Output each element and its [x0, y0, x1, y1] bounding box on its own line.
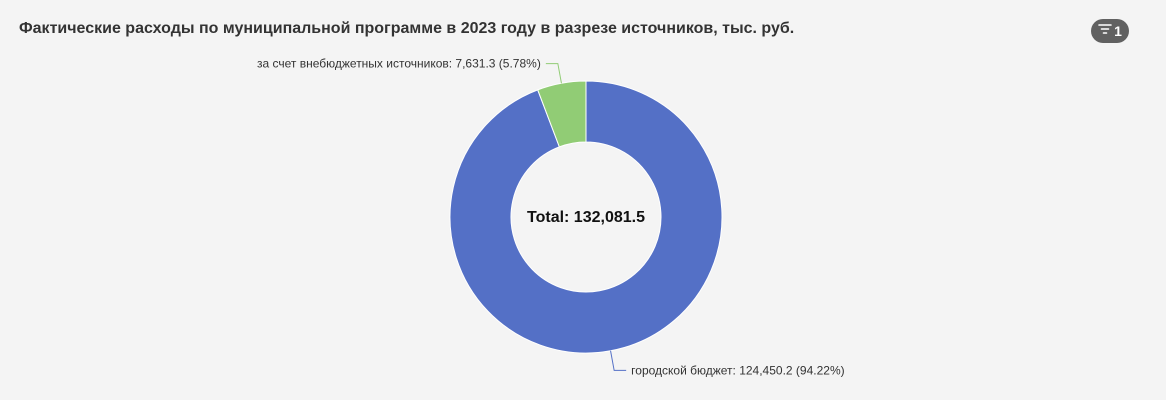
donut-slice-1[interactable]: [537, 80, 587, 148]
filter-count: 1: [1114, 23, 1122, 39]
donut-slice-0[interactable]: [449, 80, 723, 354]
label-leader-line-0: [610, 350, 627, 371]
filter-icon: [1098, 22, 1112, 40]
label-leader-line-1: [545, 63, 562, 84]
chart-title: Фактические расходы по муниципальной про…: [19, 20, 795, 37]
slice-label-0: городской бюджет: 124,450.2 (94.22%): [631, 363, 844, 377]
slice-label-1: за счет внебюджетных источников: 7,631.3…: [257, 57, 541, 71]
total-label: Total: 132,081.5: [527, 209, 645, 226]
filter-button[interactable]: 1: [1091, 19, 1129, 43]
